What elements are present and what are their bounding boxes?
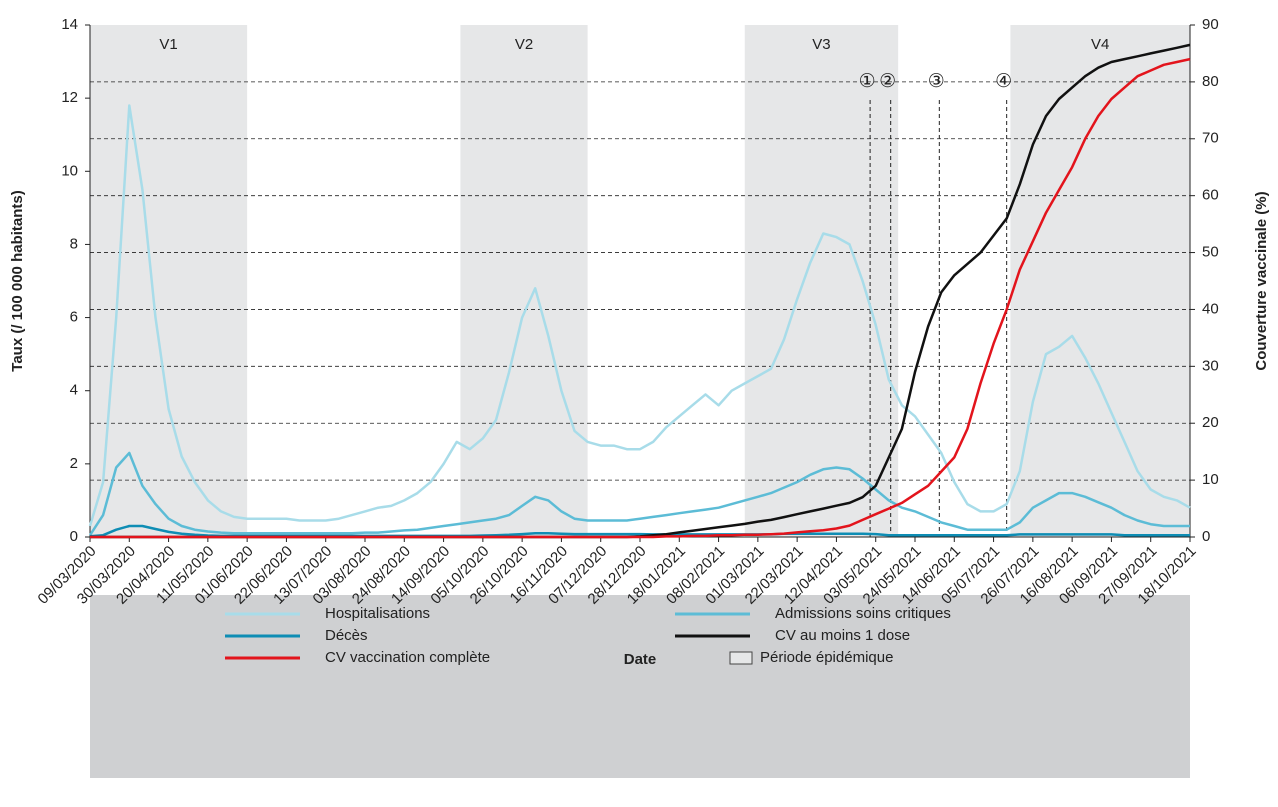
y-tick-label: 14 [61, 16, 78, 33]
y2-tick-label: 70 [1202, 130, 1219, 147]
legend-label: Hospitalisations [325, 605, 430, 622]
marker-label: ③ [928, 71, 945, 92]
marker-label: ① [859, 71, 876, 92]
y-tick-label: 6 [70, 309, 78, 326]
y-tick-label: 8 [70, 235, 78, 252]
series-line [90, 57, 1191, 539]
period-band [90, 25, 248, 537]
legend-period-swatch [729, 651, 753, 665]
y2-axis-title: Couverture vaccinale (%) [1253, 191, 1270, 370]
marker-label: ② [879, 71, 896, 92]
period-band [460, 25, 588, 537]
y-tick-label: 10 [61, 162, 78, 179]
y2-tick-label: 30 [1202, 357, 1219, 374]
y2-tick-label: 50 [1202, 244, 1219, 261]
period-label: V1 [159, 36, 177, 53]
y2-tick-label: 40 [1202, 300, 1219, 317]
period-band [744, 25, 899, 537]
x-axis-title: Date [624, 651, 657, 668]
legend-label: CV au moins 1 dose [775, 627, 910, 644]
legend-label: Admissions soins critiques [775, 605, 951, 622]
y2-tick-label: 10 [1202, 471, 1219, 488]
periods: V1 V2 V3 V4 [90, 25, 1190, 537]
series-line [88, 104, 1191, 527]
series-line [88, 451, 1190, 536]
y2-tick-label: 0 [1202, 528, 1210, 545]
legend-label: CV vaccination complète [325, 649, 490, 666]
y2-tick-label: 60 [1202, 187, 1219, 204]
legend-label: Période épidémique [760, 649, 893, 666]
marker-label: ④ [995, 71, 1012, 92]
y-tick-label: 0 [70, 528, 78, 545]
y2-tick-label: 90 [1202, 16, 1219, 33]
y2-tick-label: 80 [1202, 73, 1219, 90]
period-label: V2 [515, 36, 533, 53]
y-tick-label: 4 [70, 382, 78, 399]
y-tick-label: 12 [61, 89, 78, 106]
legend-box [90, 595, 1190, 778]
y-tick-label: 2 [70, 455, 78, 472]
y-axis-title: Taux (/ 100 000 habitants) [9, 190, 26, 371]
period-label: V3 [812, 36, 830, 53]
legend-label: Décès [325, 627, 368, 644]
y2-tick-label: 20 [1202, 414, 1219, 431]
period-band [1010, 25, 1190, 537]
period-label: V4 [1091, 36, 1109, 53]
